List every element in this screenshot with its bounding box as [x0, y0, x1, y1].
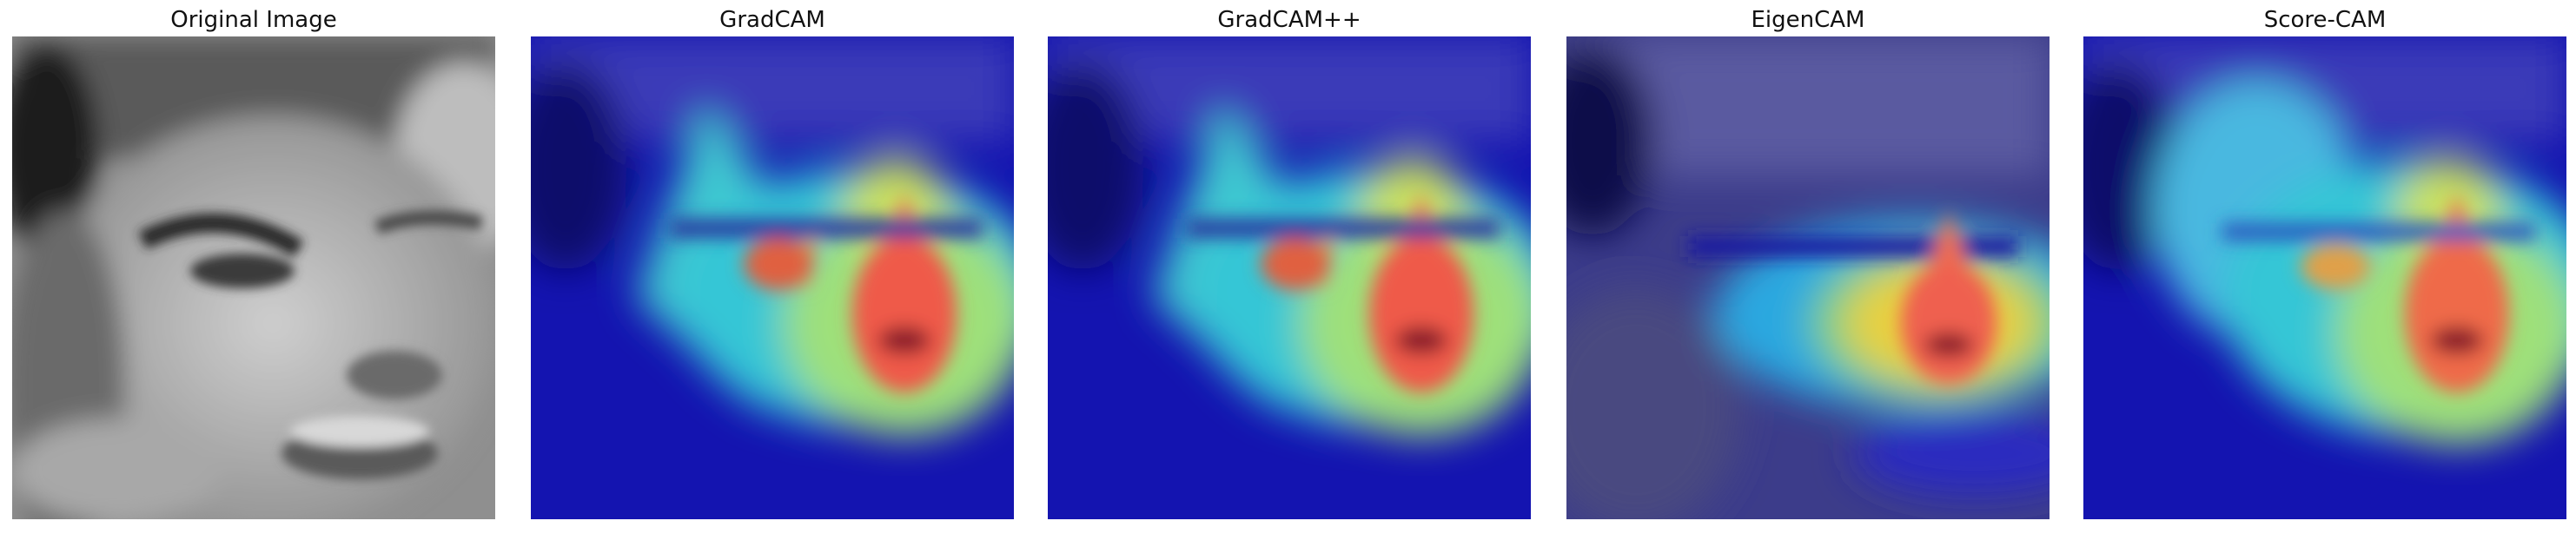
panel-scorecam: Score-CAM	[2083, 0, 2566, 534]
panel-title-gradcam: GradCAM	[719, 7, 825, 33]
scorecam-heatmap	[2083, 36, 2566, 519]
panel-title-eigencam: EigenCAM	[1751, 7, 1865, 33]
panel-original: Original Image	[12, 0, 495, 534]
gradcam-heatmap	[531, 36, 1014, 519]
panel-title-scorecam: Score-CAM	[2263, 7, 2387, 33]
original-face-image	[12, 36, 495, 519]
panel-title-original: Original Image	[170, 7, 337, 33]
panel-eigencam: EigenCAM	[1566, 0, 2050, 534]
panel-title-gradcampp: GradCAM++	[1217, 7, 1361, 33]
eigencam-heatmap	[1566, 36, 2050, 519]
panel-gradcam: GradCAM	[531, 0, 1014, 534]
panel-gradcampp: GradCAM++	[1048, 0, 1531, 534]
gradcampp-heatmap	[1048, 36, 1531, 519]
